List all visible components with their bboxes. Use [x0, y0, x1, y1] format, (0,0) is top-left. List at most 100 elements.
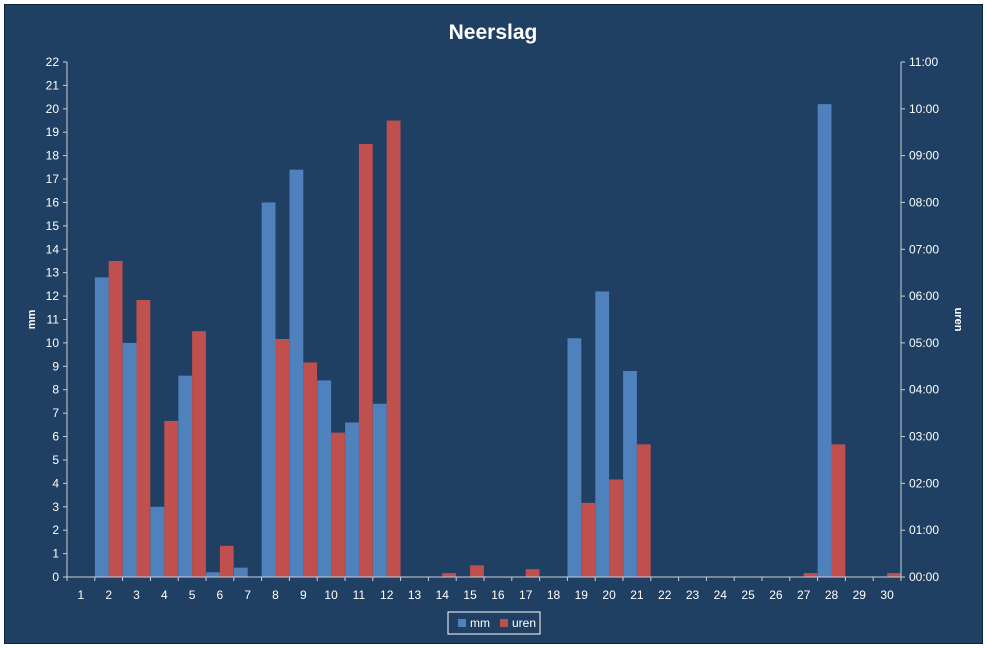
y-tick-label: 18 [46, 149, 60, 163]
legend-label-uren: uren [512, 616, 536, 630]
bar-uren-8 [275, 339, 290, 577]
bar-uren-6 [219, 545, 234, 577]
chart-canvas: Neerslag 0123456789101112131415161718192… [26, 21, 964, 635]
y2-tick-label: 05:00 [909, 336, 939, 350]
y-tick-label: 10 [46, 336, 60, 350]
bar-mm-6 [206, 572, 220, 577]
y-tick-label: 12 [46, 289, 60, 303]
bar-mm-21 [623, 371, 637, 577]
chart-frame: Neerslag 0 1 2 3 4 5 6 7 8 9 10 11 12 13 14 15 16 17 18 19 2… [4, 4, 983, 644]
bar-uren-12 [386, 120, 401, 577]
x-tick-label: 8 [272, 588, 279, 602]
x-tick-label: 17 [519, 588, 533, 602]
bar-uren-30 [887, 573, 901, 577]
y2-tick-label: 09:00 [909, 149, 939, 163]
bar-mm-9 [289, 169, 304, 577]
y-tick-label: 2 [52, 523, 59, 537]
y2-tick-label: 04:00 [909, 383, 939, 397]
bar-mm-7 [233, 567, 248, 577]
ticks-layer: 01234567891011121314151617181920212200:0… [46, 55, 940, 602]
x-tick-label: 13 [408, 588, 422, 602]
y-axis-title: mm [26, 310, 38, 330]
legend-swatch-mm [458, 619, 466, 627]
x-tick-label: 11 [353, 588, 366, 602]
x-tick-label: 27 [797, 588, 811, 602]
y2-axis-title: uren [952, 308, 964, 332]
bar-mm-20 [595, 291, 610, 577]
y2-tick-label: 07:00 [909, 242, 939, 256]
y2-tick-label: 10:00 [909, 102, 939, 116]
y-tick-label: 3 [52, 500, 59, 514]
y-tick-label: 14 [46, 242, 60, 256]
bar-uren-5 [192, 331, 206, 577]
bar-uren-19 [581, 502, 596, 577]
y2-tick-label: 01:00 [909, 523, 939, 537]
bar-uren-20 [609, 479, 623, 577]
x-tick-label: 15 [463, 588, 477, 602]
bar-mm-12 [372, 403, 387, 577]
bar-mm-19 [567, 338, 582, 577]
x-tick-label: 1 [78, 588, 85, 602]
y-tick-label: 7 [52, 406, 59, 420]
y2-tick-label: 06:00 [909, 289, 939, 303]
x-tick-label: 12 [380, 588, 394, 602]
y-tick-label: 20 [46, 102, 60, 116]
bar-mm-5 [178, 375, 193, 577]
bar-uren-11 [358, 143, 373, 577]
y-tick-label: 4 [52, 476, 59, 490]
y-tick-label: 13 [46, 266, 60, 280]
bar-uren-9 [303, 362, 318, 577]
bar-mm-2 [94, 277, 109, 577]
x-tick-label: 18 [547, 588, 561, 602]
bar-mm-3 [122, 342, 137, 577]
x-tick-label: 5 [189, 588, 196, 602]
bar-uren-28 [831, 444, 846, 577]
y-tick-label: 0 [52, 570, 59, 584]
y2-tick-label: 11:00 [909, 55, 938, 69]
y2-tick-label: 02:00 [909, 476, 939, 490]
bar-uren-2 [108, 260, 123, 577]
x-tick-label: 23 [686, 588, 700, 602]
bar-uren-10 [331, 432, 345, 577]
x-tick-label: 22 [658, 588, 672, 602]
bar-uren-14 [442, 573, 457, 577]
legend-swatch-uren [500, 619, 508, 627]
x-tick-label: 26 [769, 588, 783, 602]
x-tick-label: 3 [133, 588, 140, 602]
bars-layer [94, 104, 901, 578]
y2-tick-label: 08:00 [909, 195, 939, 209]
y-tick-label: 21 [46, 78, 60, 92]
x-tick-label: 4 [161, 588, 168, 602]
x-tick-label: 10 [324, 588, 338, 602]
bar-mm-11 [345, 422, 359, 577]
bar-mm-4 [150, 506, 165, 577]
x-tick-label: 6 [217, 588, 224, 602]
bar-uren-15 [470, 565, 484, 577]
bar-mm-8 [261, 202, 276, 578]
y-tick-label: 6 [52, 430, 59, 444]
x-tick-label: 2 [105, 588, 112, 602]
x-tick-label: 30 [880, 588, 894, 602]
legend-box [447, 611, 541, 635]
x-tick-label: 20 [602, 588, 616, 602]
y-tick-label: 5 [52, 453, 59, 467]
y-tick-label: 16 [46, 195, 60, 209]
y2-tick-label: 00:00 [909, 570, 939, 584]
x-tick-label: 25 [741, 588, 755, 602]
bar-uren-17 [525, 569, 540, 577]
y-tick-label: 9 [52, 359, 59, 373]
x-tick-label: 7 [244, 588, 251, 602]
x-tick-label: 21 [630, 588, 644, 602]
y-tick-label: 15 [46, 219, 60, 233]
y-tick-label: 8 [52, 383, 59, 397]
y-tick-label: 17 [46, 172, 60, 186]
x-tick-label: 19 [575, 588, 589, 602]
x-tick-label: 28 [825, 588, 839, 602]
legend-label-mm: mm [470, 616, 490, 630]
legend: mm uren [447, 611, 541, 635]
bar-uren-4 [164, 420, 179, 577]
x-tick-label: 29 [853, 588, 867, 602]
bar-uren-27 [803, 573, 818, 577]
chart-title: Neerslag [449, 21, 538, 44]
x-tick-label: 9 [300, 588, 307, 602]
